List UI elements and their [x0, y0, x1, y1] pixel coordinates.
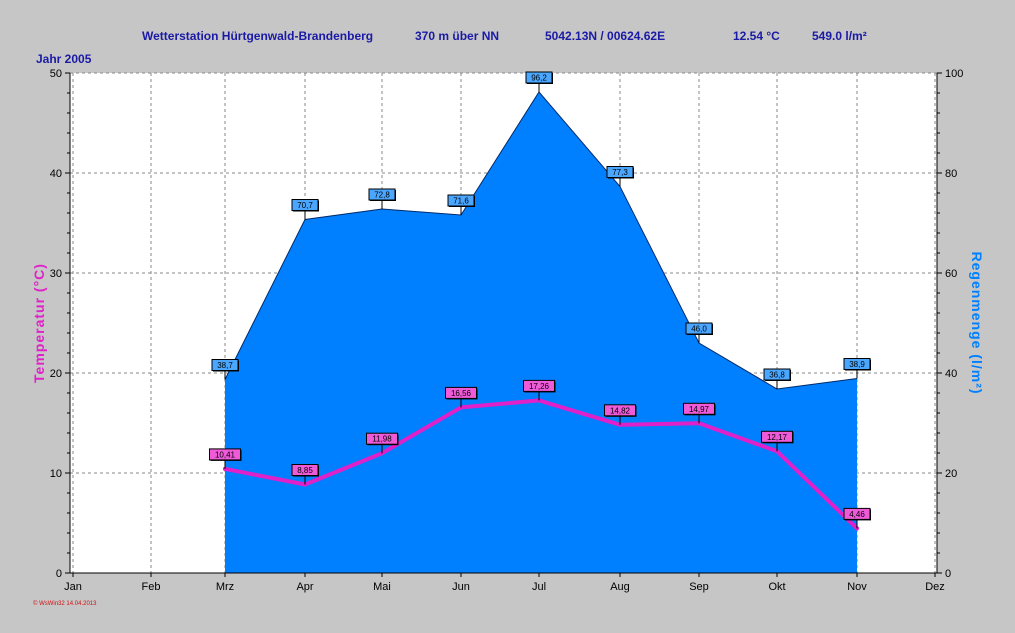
x-axis-tick-label: Dez: [925, 581, 945, 593]
rain-value-label: 70,7: [297, 201, 313, 210]
temperature-value-label-box: [209, 448, 241, 461]
rain-value-label: 77,3: [612, 168, 628, 177]
x-axis-tick-label: Sep: [689, 581, 709, 593]
station-coordinates: 5042.13N / 00624.62E: [545, 29, 665, 43]
rain-value-label-box: [606, 166, 634, 178]
temperature-value-label: 4,46: [849, 510, 865, 519]
rain-value-label-box: [211, 359, 239, 371]
average-temperature: 12.54 °C: [733, 29, 780, 43]
axes: 0 10 20 30 40 50 0 20 40 60 80 100 Jan Feb Mrz Apr Mai Ju…: [50, 68, 964, 593]
x-axis-tick-label: Feb: [142, 581, 161, 593]
x-axis-tick-label: Apr: [296, 581, 313, 593]
left-axis-tick-label: 0: [56, 568, 62, 580]
left-axis-title: Temperatur (°C): [31, 263, 47, 383]
rain-value-label-box: [843, 358, 871, 370]
temperature-value-label: 16,56: [451, 389, 472, 398]
temperature-value-label-box: [445, 386, 477, 399]
right-axis-tick-label: 40: [945, 368, 957, 380]
right-axis-title: Regenmenge (l/m²): [969, 251, 985, 394]
temperature-value-label: 14,82: [610, 406, 631, 415]
data-labels: 38,7 70,7 72,8 71,6 96,2 77,3 46,0 36,8 38,9 10,4…: [209, 71, 871, 529]
year-label: Jahr 2005: [36, 52, 92, 66]
x-axis-tick-label: Jun: [452, 581, 470, 593]
chart-header: Wetterstation Hürtgenwald-Brandenberg 37…: [142, 29, 867, 43]
rain-value-label: 96,2: [531, 74, 547, 83]
station-altitude: 370 m über NN: [415, 29, 499, 43]
temperature-value-label: 11,98: [372, 435, 392, 444]
left-axis-tick-label: 50: [50, 68, 62, 80]
rain-value-label: 72,8: [374, 191, 390, 200]
temperature-value-label: 14,97: [689, 405, 710, 414]
x-axis-tick-label: Mai: [373, 581, 391, 593]
rain-value-label-box: [368, 188, 396, 201]
right-axis-tick-label: 100: [945, 68, 963, 80]
left-axis-tick-label: 10: [50, 468, 62, 480]
rain-value-label: 71,6: [453, 197, 469, 206]
rain-value-label-box: [291, 199, 319, 211]
right-axis-tick-label: 0: [945, 568, 951, 580]
rain-value-label: 38,7: [217, 361, 233, 370]
rain-value-label-box: [447, 194, 475, 207]
temperature-value-label: 8,85: [297, 466, 313, 475]
x-axis-tick-label: Mrz: [216, 581, 234, 593]
temperature-value-label-box: [683, 402, 715, 415]
rain-value-label-box: [525, 71, 553, 84]
right-axis-tick-label: 20: [945, 468, 957, 480]
rain-value-label: 36,8: [769, 371, 785, 380]
x-axis-tick-label: Nov: [847, 581, 867, 593]
temperature-value-label-box: [523, 379, 555, 392]
left-axis-tick-label: 20: [50, 368, 62, 380]
temperature-value-label-box: [843, 507, 871, 520]
software-stamp: © WsWin32 14.04.2013: [33, 600, 97, 607]
rain-value-label-box: [685, 322, 713, 335]
x-axis-tick-label: Okt: [768, 581, 785, 593]
total-rainfall: 549.0 l/m²: [812, 29, 867, 43]
station-name: Wetterstation Hürtgenwald-Brandenberg: [142, 29, 373, 43]
temperature-value-label: 10,41: [215, 450, 236, 459]
temperature-value-label-box: [291, 464, 319, 476]
temperature-value-label: 12,17: [767, 433, 788, 442]
x-axis-tick-label: Jul: [532, 581, 546, 593]
temperature-value-label-box: [761, 430, 793, 443]
left-axis-tick-label: 30: [50, 268, 62, 280]
temperature-value-label: 17,26: [529, 382, 550, 391]
left-axis-tick-label: 40: [50, 168, 62, 180]
rain-value-label: 46,0: [691, 325, 707, 334]
right-axis-tick-label: 60: [945, 268, 957, 280]
temperature-value-label-box: [366, 432, 398, 445]
temperature-value-label-box: [604, 404, 636, 417]
right-axis-tick-label: 80: [945, 168, 957, 180]
x-axis-tick-label: Aug: [610, 581, 630, 593]
x-axis-tick-label: Jan: [64, 581, 82, 593]
rain-value-label: 38,9: [849, 360, 865, 369]
rain-value-label-box: [763, 368, 791, 381]
